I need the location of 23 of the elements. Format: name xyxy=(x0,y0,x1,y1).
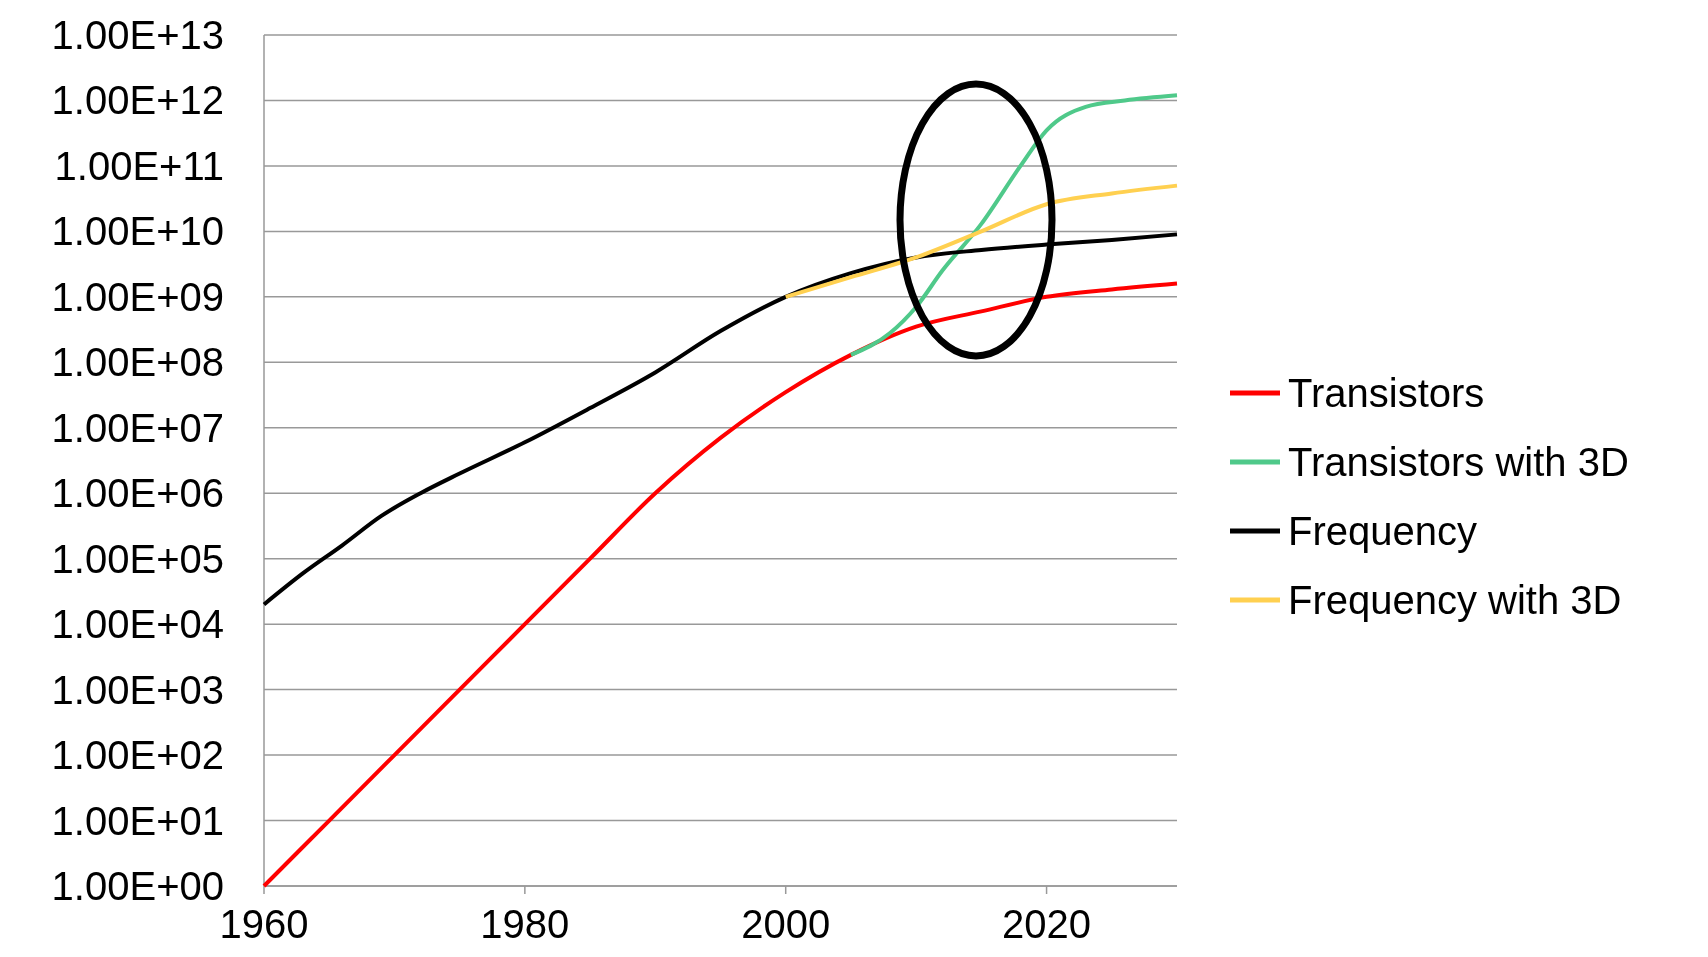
legend-label: Frequency with 3D xyxy=(1288,578,1622,622)
x-tick-label: 2000 xyxy=(741,902,831,946)
y-tick-label: 1.00E+13 xyxy=(51,13,224,57)
y-tick-label: 1.00E+12 xyxy=(51,78,224,123)
line-series xyxy=(848,93,1179,357)
y-tick-label: 1.00E+09 xyxy=(51,274,224,319)
y-tick-label: 1.00E+11 xyxy=(54,143,224,188)
line-series xyxy=(262,232,1179,607)
line-series xyxy=(783,183,1179,299)
x-tick-label: 1980 xyxy=(480,902,570,946)
y-tick-label: 1.00E+06 xyxy=(51,471,224,516)
legend-label: Frequency xyxy=(1288,509,1477,553)
legend-label: Transistors with 3D xyxy=(1288,440,1629,484)
y-tick-label: 1.00E+05 xyxy=(51,536,224,581)
y-tick-label: 1.00E+03 xyxy=(51,667,224,712)
y-tick-label: 1.00E+01 xyxy=(51,798,224,843)
x-tick-label: 2020 xyxy=(1002,902,1092,946)
y-tick-label: 1.00E+04 xyxy=(51,602,224,647)
y-tick-label: 1.00E+07 xyxy=(51,405,224,450)
y-tick-label: 1.00E+10 xyxy=(51,209,224,254)
y-tick-label: 1.00E+02 xyxy=(51,733,224,778)
legend-label: Transistors xyxy=(1288,371,1485,415)
y-tick-label: 1.00E+08 xyxy=(51,340,224,385)
